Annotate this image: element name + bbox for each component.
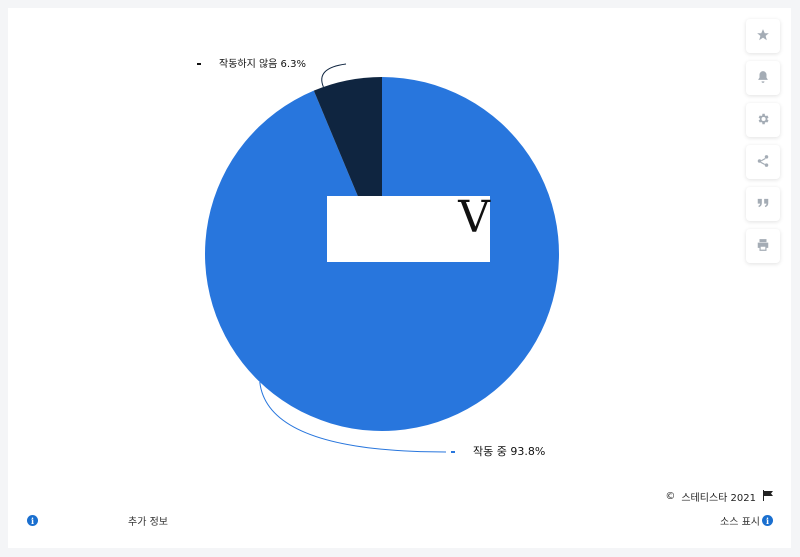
- overlay-box: V: [327, 196, 490, 262]
- chart-toolbar: [746, 19, 780, 271]
- share-icon: [756, 153, 770, 172]
- credit-text: 스테티스타 2021: [681, 493, 756, 504]
- cite-button[interactable]: [746, 187, 780, 221]
- data-label: 작동하지 않음 6.3%: [219, 57, 306, 70]
- settings-button[interactable]: [746, 103, 780, 137]
- show-source-label: 소스 표시: [720, 517, 760, 528]
- label-connector: [321, 63, 347, 88]
- legend-marker: [451, 451, 455, 453]
- legend-marker: [197, 63, 201, 65]
- more-info-label: 추가 정보: [128, 517, 168, 528]
- notification-button[interactable]: [746, 61, 780, 95]
- overlay-letter: V: [458, 192, 490, 243]
- print-icon: [756, 237, 770, 256]
- more-info-link[interactable]: i 추가 정보: [27, 513, 168, 528]
- info-icon: i: [762, 515, 773, 526]
- pie-chart: 작동 중 93.8% 작동하지 않음 6.3%: [197, 57, 559, 458]
- share-button[interactable]: [746, 145, 780, 179]
- copyright-symbol: ©: [665, 491, 676, 502]
- bell-icon: [756, 69, 770, 88]
- print-button[interactable]: [746, 229, 780, 263]
- chart-card: 작동 중 93.8% 작동하지 않음 6.3% V: [8, 8, 791, 548]
- data-label: 작동 중 93.8%: [473, 445, 545, 458]
- statista-credit[interactable]: © 스테티스타 2021: [665, 489, 774, 504]
- label-connector: [259, 381, 447, 453]
- info-icon: i: [27, 515, 38, 526]
- quote-icon: [756, 195, 770, 214]
- show-source-link[interactable]: 소스 표시 i: [720, 513, 773, 528]
- gear-icon: [756, 111, 770, 130]
- flag-icon: [762, 489, 774, 504]
- favorite-button[interactable]: [746, 19, 780, 53]
- star-icon: [756, 27, 770, 46]
